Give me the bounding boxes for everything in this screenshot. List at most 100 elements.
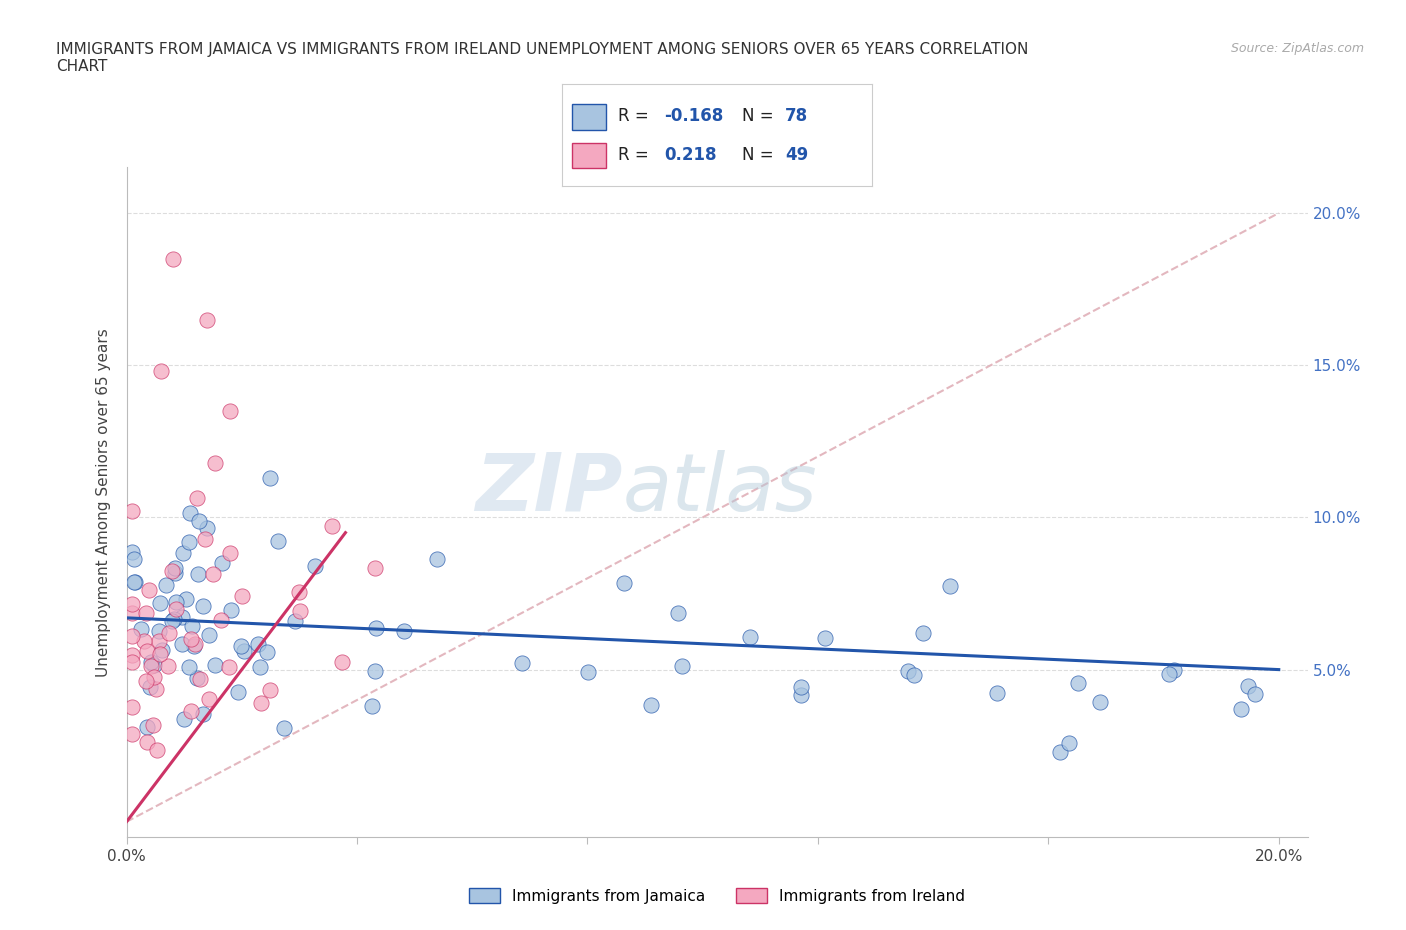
Point (173, 711, 195, 726)
Point (165, 594, 187, 609)
Point (288, 604, 311, 618)
Point (183, 638, 205, 653)
Point (136, 720, 159, 735)
Point (1090, 695, 1112, 710)
Point (364, 663, 387, 678)
Point (193, 707, 215, 722)
Point (160, 564, 183, 578)
Point (148, 633, 170, 648)
Point (392, 623, 415, 638)
Point (135, 605, 157, 620)
Point (364, 560, 387, 575)
Point (256, 644, 278, 659)
Point (790, 680, 813, 695)
Legend: Immigrants from Jamaica, Immigrants from Ireland: Immigrants from Jamaica, Immigrants from… (463, 882, 972, 910)
Point (219, 603, 242, 618)
Point (1243, 686, 1265, 701)
Point (1163, 662, 1185, 677)
Point (138, 583, 160, 598)
Point (148, 624, 170, 639)
Point (250, 696, 273, 711)
Text: N =: N = (742, 146, 773, 164)
Point (284, 613, 307, 628)
Point (903, 668, 925, 683)
Point (121, 699, 143, 714)
Point (195, 312, 218, 327)
Point (132, 634, 155, 649)
Point (198, 628, 221, 643)
Point (180, 704, 202, 719)
Point (142, 670, 165, 684)
Point (131, 622, 153, 637)
FancyBboxPatch shape (572, 104, 606, 130)
Point (1229, 701, 1251, 716)
Point (219, 404, 242, 418)
Point (121, 545, 143, 560)
Point (155, 578, 177, 592)
Point (163, 612, 186, 627)
Point (249, 659, 271, 674)
Point (145, 682, 167, 697)
Text: 49: 49 (785, 146, 808, 164)
Point (184, 636, 207, 651)
Point (124, 575, 146, 590)
Point (218, 660, 240, 675)
Point (267, 533, 290, 548)
Point (179, 506, 201, 521)
Point (204, 658, 226, 673)
Point (233, 644, 256, 658)
Point (304, 558, 326, 573)
Point (671, 658, 693, 673)
Point (181, 618, 204, 633)
Point (148, 646, 170, 661)
Point (194, 532, 217, 547)
Point (122, 551, 145, 566)
Text: R =: R = (619, 108, 648, 126)
Point (231, 589, 253, 604)
Point (135, 644, 157, 658)
Point (939, 578, 962, 593)
Point (142, 717, 165, 732)
Point (986, 685, 1008, 700)
Point (121, 596, 143, 611)
Point (1049, 745, 1071, 760)
Point (211, 556, 233, 571)
FancyBboxPatch shape (572, 142, 606, 168)
Text: atlas: atlas (623, 450, 817, 528)
Point (218, 545, 240, 560)
Point (912, 626, 935, 641)
Point (1067, 675, 1090, 690)
Point (186, 671, 208, 685)
Point (177, 659, 200, 674)
Text: R =: R = (619, 146, 648, 164)
Y-axis label: Unemployment Among Seniors over 65 years: Unemployment Among Seniors over 65 years (96, 328, 111, 677)
Point (273, 721, 295, 736)
Point (259, 471, 281, 485)
Point (157, 658, 180, 673)
Point (288, 584, 311, 599)
Point (121, 726, 143, 741)
Point (149, 595, 172, 610)
Point (136, 734, 159, 749)
Point (226, 684, 249, 699)
Point (190, 671, 212, 686)
Point (172, 636, 194, 651)
Point (150, 643, 173, 658)
Point (121, 605, 143, 620)
Point (201, 566, 224, 581)
Point (121, 504, 143, 519)
Point (172, 545, 194, 560)
Point (160, 614, 183, 629)
Point (364, 620, 387, 635)
Point (163, 565, 186, 580)
Point (157, 626, 180, 641)
Point (139, 680, 162, 695)
Point (150, 364, 173, 379)
Point (738, 629, 761, 644)
Point (259, 683, 281, 698)
Point (170, 609, 193, 624)
Point (510, 656, 533, 671)
Point (209, 612, 232, 627)
Point (139, 658, 162, 673)
Point (814, 631, 837, 645)
